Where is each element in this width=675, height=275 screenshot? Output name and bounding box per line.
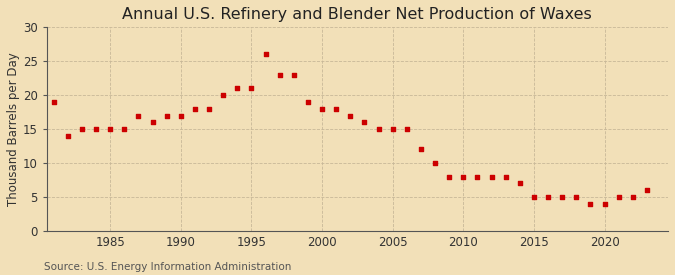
Point: [288, 73, 299, 77]
Point: [161, 113, 172, 118]
Point: [232, 86, 243, 90]
Point: [90, 127, 101, 131]
Point: [302, 100, 313, 104]
Point: [443, 174, 454, 179]
Title: Annual U.S. Refinery and Blender Net Production of Waxes: Annual U.S. Refinery and Blender Net Pro…: [122, 7, 592, 22]
Point: [373, 127, 384, 131]
Point: [76, 127, 87, 131]
Point: [119, 127, 130, 131]
Y-axis label: Thousand Barrels per Day: Thousand Barrels per Day: [7, 52, 20, 206]
Point: [486, 174, 497, 179]
Point: [529, 195, 539, 199]
Text: Source: U.S. Energy Information Administration: Source: U.S. Energy Information Administ…: [44, 262, 291, 272]
Point: [218, 93, 229, 97]
Point: [429, 161, 440, 165]
Point: [387, 127, 398, 131]
Point: [458, 174, 468, 179]
Point: [500, 174, 511, 179]
Point: [105, 127, 115, 131]
Point: [317, 106, 327, 111]
Point: [557, 195, 568, 199]
Point: [472, 174, 483, 179]
Point: [62, 134, 73, 138]
Point: [402, 127, 412, 131]
Point: [543, 195, 554, 199]
Point: [571, 195, 582, 199]
Point: [514, 181, 525, 186]
Point: [190, 106, 200, 111]
Point: [204, 106, 215, 111]
Point: [416, 147, 427, 152]
Point: [331, 106, 342, 111]
Point: [345, 113, 356, 118]
Point: [260, 52, 271, 57]
Point: [359, 120, 370, 125]
Point: [246, 86, 256, 90]
Point: [613, 195, 624, 199]
Point: [585, 202, 596, 206]
Point: [147, 120, 158, 125]
Point: [49, 100, 59, 104]
Point: [133, 113, 144, 118]
Point: [641, 188, 652, 192]
Point: [176, 113, 186, 118]
Point: [599, 202, 610, 206]
Point: [627, 195, 638, 199]
Point: [274, 73, 285, 77]
